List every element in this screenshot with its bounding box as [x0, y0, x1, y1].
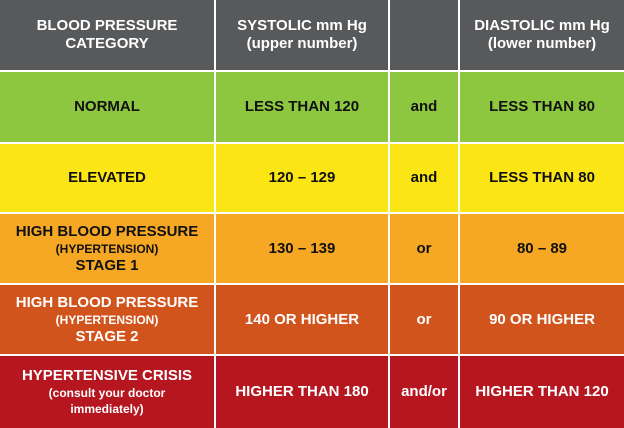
category-line: (HYPERTENSION): [55, 241, 159, 256]
category-cell: HIGH BLOOD PRESSURE (HYPERTENSION) STAGE 1: [0, 214, 214, 283]
category-line: STAGE 1: [75, 256, 139, 274]
header-line: DIASTOLIC mm Hg: [474, 17, 610, 34]
category-line: HYPERTENSIVE CRISIS: [21, 367, 193, 384]
header-cell: SYSTOLIC mm Hg (upper number): [216, 0, 388, 70]
category-line: HIGH BLOOD PRESSURE: [15, 222, 199, 240]
connector-cell: or: [390, 214, 458, 283]
header-line: (upper number): [246, 35, 358, 52]
connector-cell: or: [390, 285, 458, 354]
diastolic-cell: 90 OR HIGHER: [460, 285, 624, 354]
header-cell: DIASTOLIC mm Hg (lower number): [460, 0, 624, 70]
systolic-cell: HIGHER THAN 180: [216, 356, 388, 428]
category-line: (consult your doctor: [48, 386, 166, 400]
diastolic-cell: HIGHER THAN 120: [460, 356, 624, 428]
category-line: HIGH BLOOD PRESSURE: [15, 293, 199, 311]
diastolic-cell: 80 – 89: [460, 214, 624, 283]
category-line: NORMAL: [74, 98, 140, 115]
systolic-cell: 130 – 139: [216, 214, 388, 283]
header-line: SYSTOLIC mm Hg: [237, 17, 367, 34]
systolic-cell: 140 OR HIGHER: [216, 285, 388, 354]
systolic-cell: 120 – 129: [216, 144, 388, 212]
diastolic-cell: LESS THAN 80: [460, 72, 624, 142]
category-cell: HIGH BLOOD PRESSURE (HYPERTENSION) STAGE 2: [0, 285, 214, 354]
systolic-cell: LESS THAN 120: [216, 72, 388, 142]
connector-cell: and: [390, 72, 458, 142]
category-line: (HYPERTENSION): [55, 312, 159, 327]
header-line: CATEGORY: [65, 35, 149, 52]
category-line: immediately): [70, 402, 144, 416]
category-line: ELEVATED: [68, 169, 146, 186]
header-line: BLOOD PRESSURE: [36, 17, 178, 34]
connector-cell: and: [390, 144, 458, 212]
connector-cell: and/or: [390, 356, 458, 428]
category-cell: ELEVATED: [0, 144, 214, 212]
header-cell: [390, 0, 458, 70]
category-line: STAGE 2: [75, 327, 139, 345]
diastolic-cell: LESS THAN 80: [460, 144, 624, 212]
category-cell: HYPERTENSIVE CRISIS (consult your doctor i…: [0, 356, 214, 428]
header-line: (lower number): [487, 35, 597, 52]
header-cell: BLOOD PRESSURE CATEGORY: [0, 0, 214, 70]
category-cell: NORMAL: [0, 72, 214, 142]
